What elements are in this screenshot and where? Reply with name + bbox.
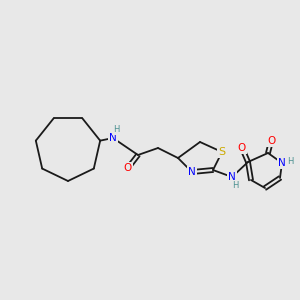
Text: N: N [188, 167, 196, 177]
Text: O: O [124, 163, 132, 173]
Text: H: H [232, 182, 238, 190]
Text: H: H [287, 157, 293, 166]
Text: N: N [109, 133, 117, 143]
Text: O: O [238, 143, 246, 153]
Text: N: N [278, 158, 286, 168]
Text: O: O [267, 136, 275, 146]
Text: H: H [113, 125, 119, 134]
Text: S: S [218, 147, 226, 157]
Text: N: N [228, 172, 236, 182]
